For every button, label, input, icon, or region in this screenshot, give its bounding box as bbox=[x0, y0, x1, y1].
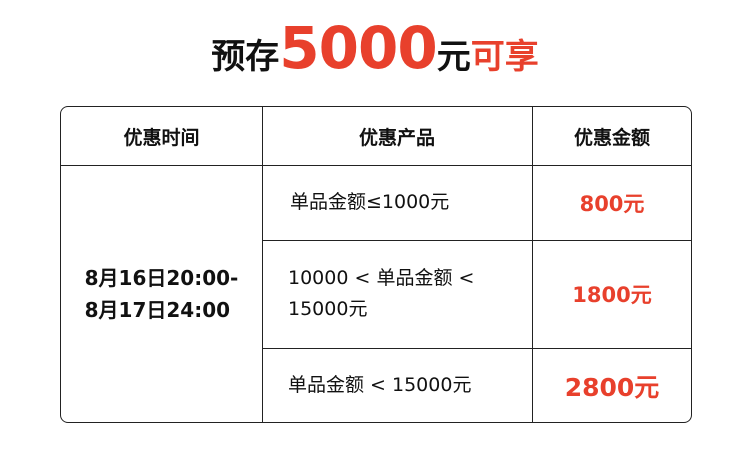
table-row-discount: 1800元 bbox=[572, 283, 652, 307]
title-unit: 元 bbox=[436, 37, 471, 77]
divider bbox=[61, 165, 691, 166]
divider bbox=[262, 240, 691, 241]
divider bbox=[262, 348, 691, 349]
discount-table: 优惠时间 优惠产品 优惠金额 8月16日20:00- 8月17日24:00 单品金… bbox=[60, 106, 692, 423]
table-row-discount: 800元 bbox=[579, 191, 645, 216]
header-discount: 优惠金额 bbox=[573, 126, 650, 149]
table-row-discount: 2800元 bbox=[564, 372, 660, 402]
divider bbox=[532, 107, 533, 422]
header-product: 优惠产品 bbox=[358, 126, 435, 149]
title-prefix: 预存 bbox=[211, 37, 280, 77]
table-row-product: 单品金额 < 15000元 bbox=[288, 374, 472, 396]
title-suffix: 可享 bbox=[470, 37, 539, 77]
table-row-product: 10000 < 单品金额 < 15000元 bbox=[288, 267, 475, 320]
time-end: 8月17日24:00 bbox=[84, 298, 231, 322]
promo-title: 预存5000元可享 bbox=[0, 14, 750, 82]
header-time: 优惠时间 bbox=[123, 126, 200, 149]
title-amount: 5000 bbox=[279, 14, 437, 82]
table-row-product: 单品金额≤1000元 bbox=[290, 191, 450, 213]
time-start: 8月16日20:00- bbox=[84, 266, 239, 290]
promo-time: 8月16日20:00- 8月17日24:00 bbox=[61, 165, 262, 422]
divider bbox=[262, 107, 263, 422]
